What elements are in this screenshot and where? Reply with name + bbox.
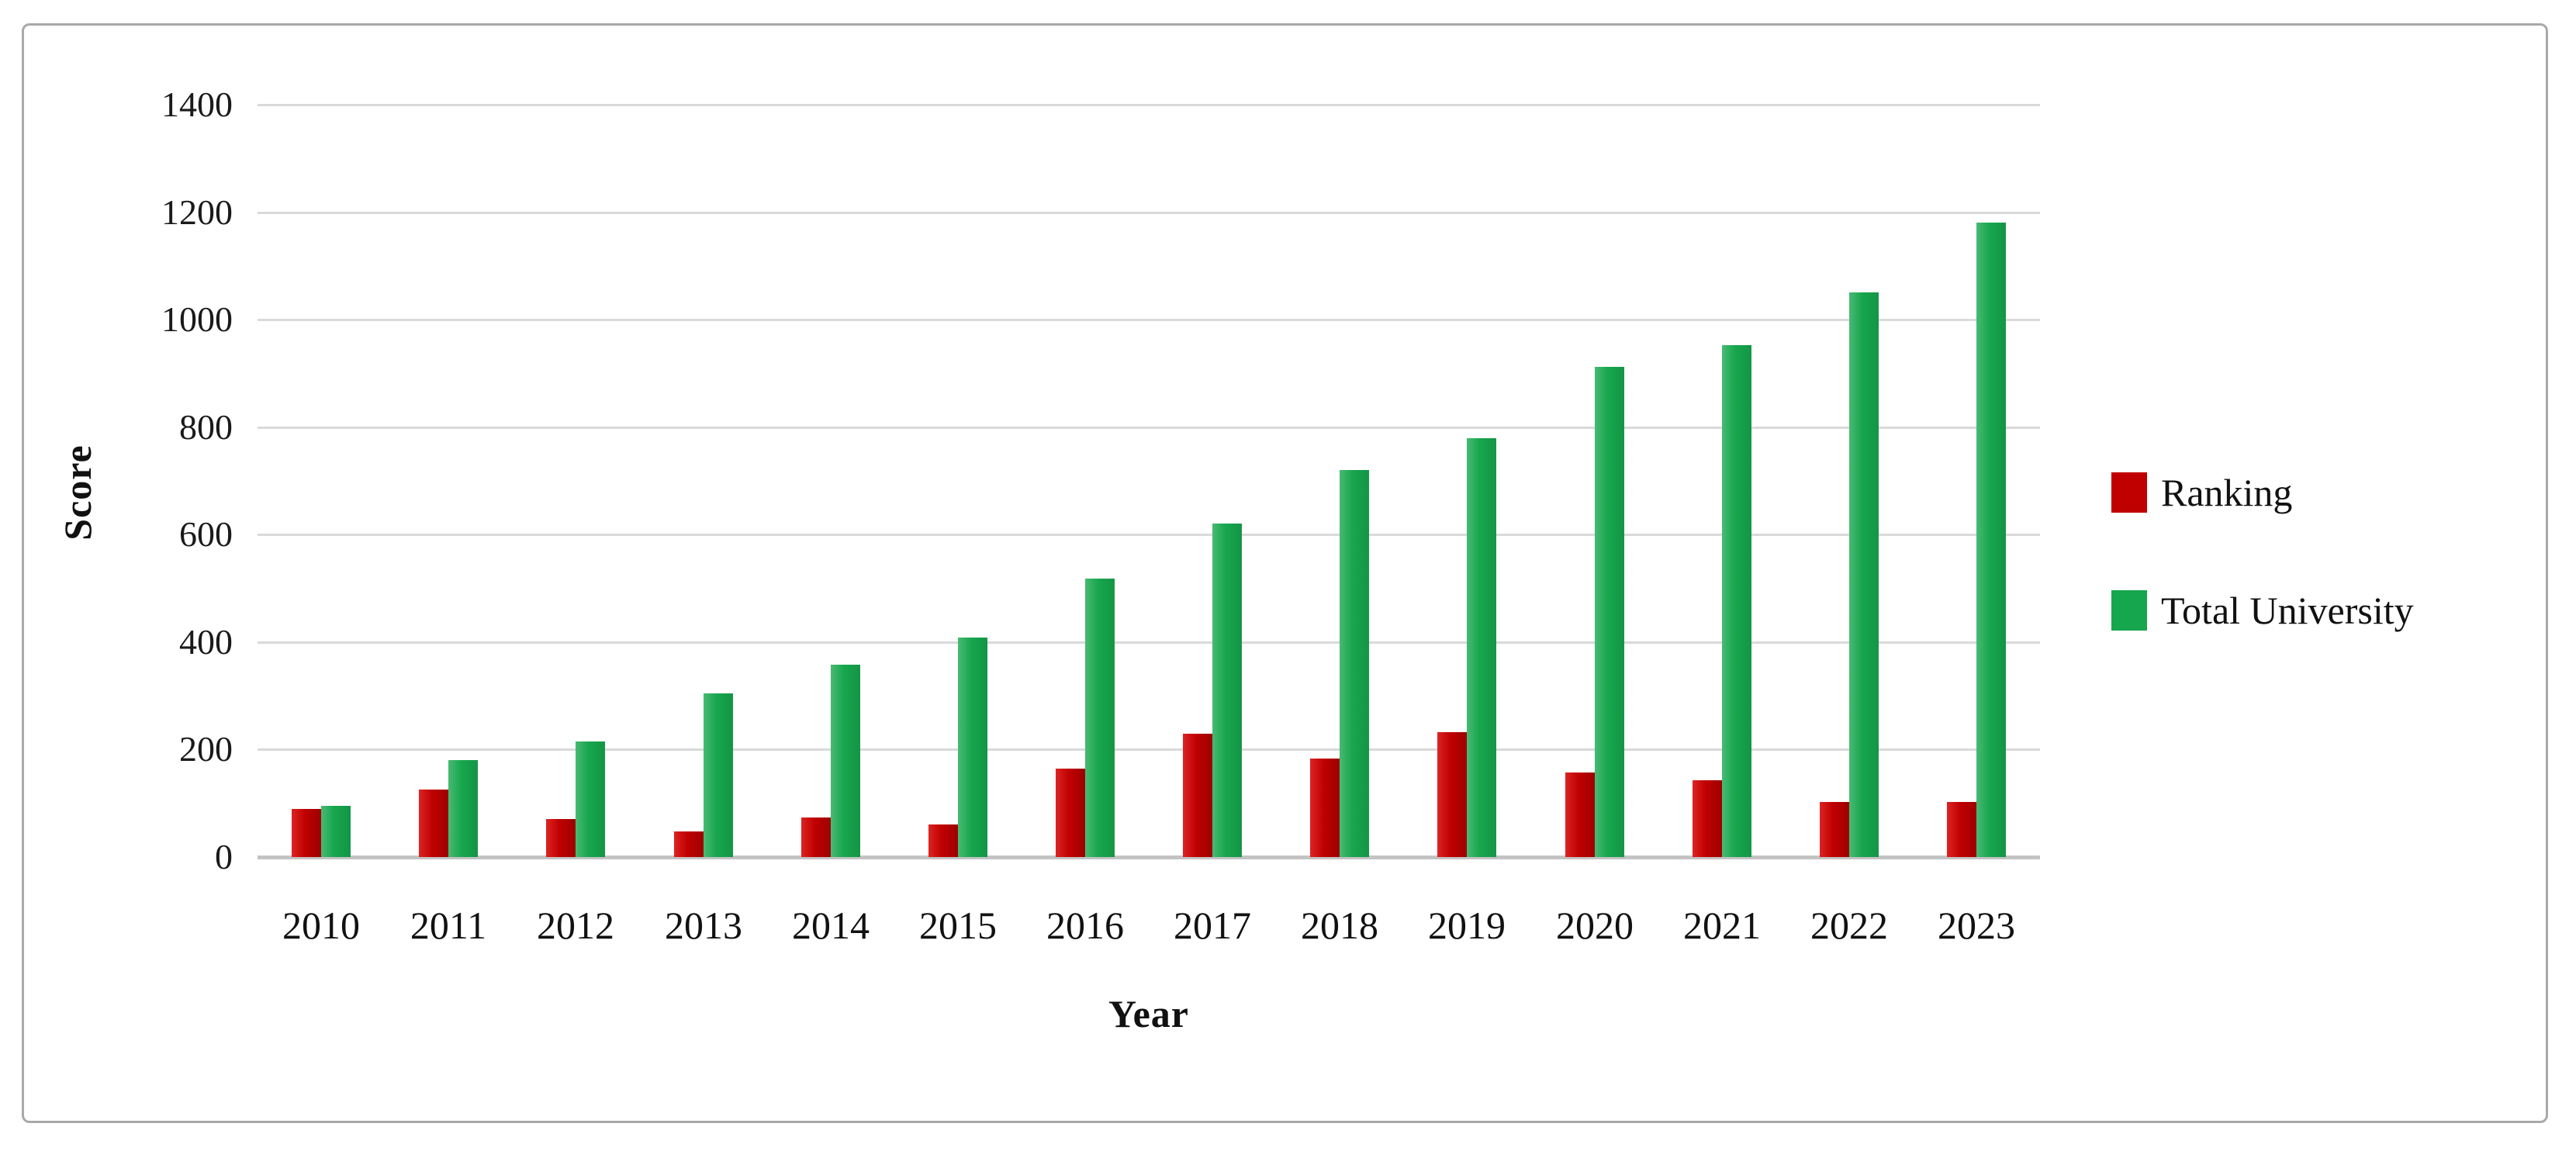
bar-ranking-2018 (1310, 759, 1340, 857)
x-axis-line (258, 855, 2040, 859)
bar-ranking-2022 (1820, 802, 1849, 857)
bar-ranking-2013 (674, 831, 704, 857)
total-university-legend-label: Total University (2161, 589, 2414, 632)
x-tick-label-2014: 2014 (792, 904, 870, 947)
gridline-600 (258, 534, 2040, 537)
legend-item-total-university: Total University (2111, 572, 2414, 649)
ranking-legend-swatch (2111, 472, 2147, 513)
x-tick-label-2022: 2022 (1810, 904, 1888, 947)
y-tick-label-1000: 1000 (161, 299, 233, 340)
x-tick-label-2013: 2013 (665, 904, 742, 947)
bar-ranking-2011 (419, 790, 448, 857)
y-tick-label-400: 400 (179, 621, 233, 662)
gridline-800 (258, 426, 2040, 429)
bar-total-university-2018 (1340, 470, 1369, 857)
x-tick-label-2019: 2019 (1428, 904, 1506, 947)
bar-total-university-2019 (1467, 438, 1496, 857)
legend-item-ranking: Ranking (2111, 454, 2292, 531)
y-tick-label-1400: 1400 (161, 85, 233, 124)
ranking-legend-label: Ranking (2161, 471, 2293, 514)
bar-total-university-2011 (448, 760, 478, 857)
bar-total-university-2012 (576, 741, 605, 857)
bar-total-university-2023 (1976, 223, 2006, 857)
bar-total-university-2013 (704, 693, 733, 857)
bar-total-university-2016 (1085, 579, 1115, 857)
bar-ranking-2015 (928, 824, 958, 857)
y-tick-label-0: 0 (215, 837, 233, 876)
plot-area (258, 104, 2040, 859)
bar-ranking-2016 (1056, 769, 1085, 857)
y-tick-label-200: 200 (179, 729, 233, 769)
bar-total-university-2020 (1595, 367, 1624, 857)
bar-total-university-2021 (1722, 345, 1751, 857)
x-axis-title: Year (1108, 992, 1189, 1035)
x-tick-label-2017: 2017 (1174, 904, 1251, 947)
gridline-1200 (258, 211, 2040, 214)
x-tick-label-2020: 2020 (1556, 904, 1634, 947)
bar-ranking-2021 (1693, 780, 1722, 857)
x-tick-label-2012: 2012 (537, 904, 614, 947)
bar-total-university-2015 (958, 638, 987, 857)
y-tick-label-1200: 1200 (161, 192, 233, 232)
x-tick-label-2011: 2011 (410, 904, 487, 947)
y-tick-label-800: 800 (179, 406, 233, 447)
total-university-legend-swatch (2111, 590, 2147, 631)
bar-total-university-2017 (1212, 524, 1242, 857)
bar-ranking-2020 (1565, 773, 1595, 857)
x-tick-label-2023: 2023 (1938, 904, 2015, 947)
x-tick-label-2015: 2015 (919, 904, 997, 947)
x-tick-label-2021: 2021 (1683, 904, 1761, 947)
bar-ranking-2023 (1947, 802, 1976, 857)
bar-ranking-2017 (1183, 734, 1212, 857)
figure-border (22, 23, 2548, 1123)
x-tick-label-2010: 2010 (282, 904, 360, 947)
y-tick-label-600: 600 (179, 514, 233, 555)
gridline-200 (258, 748, 2040, 752)
bar-total-university-2022 (1849, 292, 1879, 857)
bar-ranking-2019 (1437, 732, 1467, 857)
bar-ranking-2012 (546, 819, 576, 857)
bar-ranking-2014 (801, 817, 831, 857)
x-tick-label-2018: 2018 (1301, 904, 1378, 947)
gridline-1000 (258, 319, 2040, 322)
bar-total-university-2014 (831, 665, 860, 857)
gridline-400 (258, 641, 2040, 644)
y-axis-tick-labels: 0 200 400 600 800 1000 1200 1400 (0, 0, 233, 1151)
bar-ranking-2010 (292, 809, 321, 857)
bar-total-university-2010 (321, 806, 351, 857)
gridline-1400 (258, 104, 2040, 106)
x-tick-label-2016: 2016 (1046, 904, 1124, 947)
